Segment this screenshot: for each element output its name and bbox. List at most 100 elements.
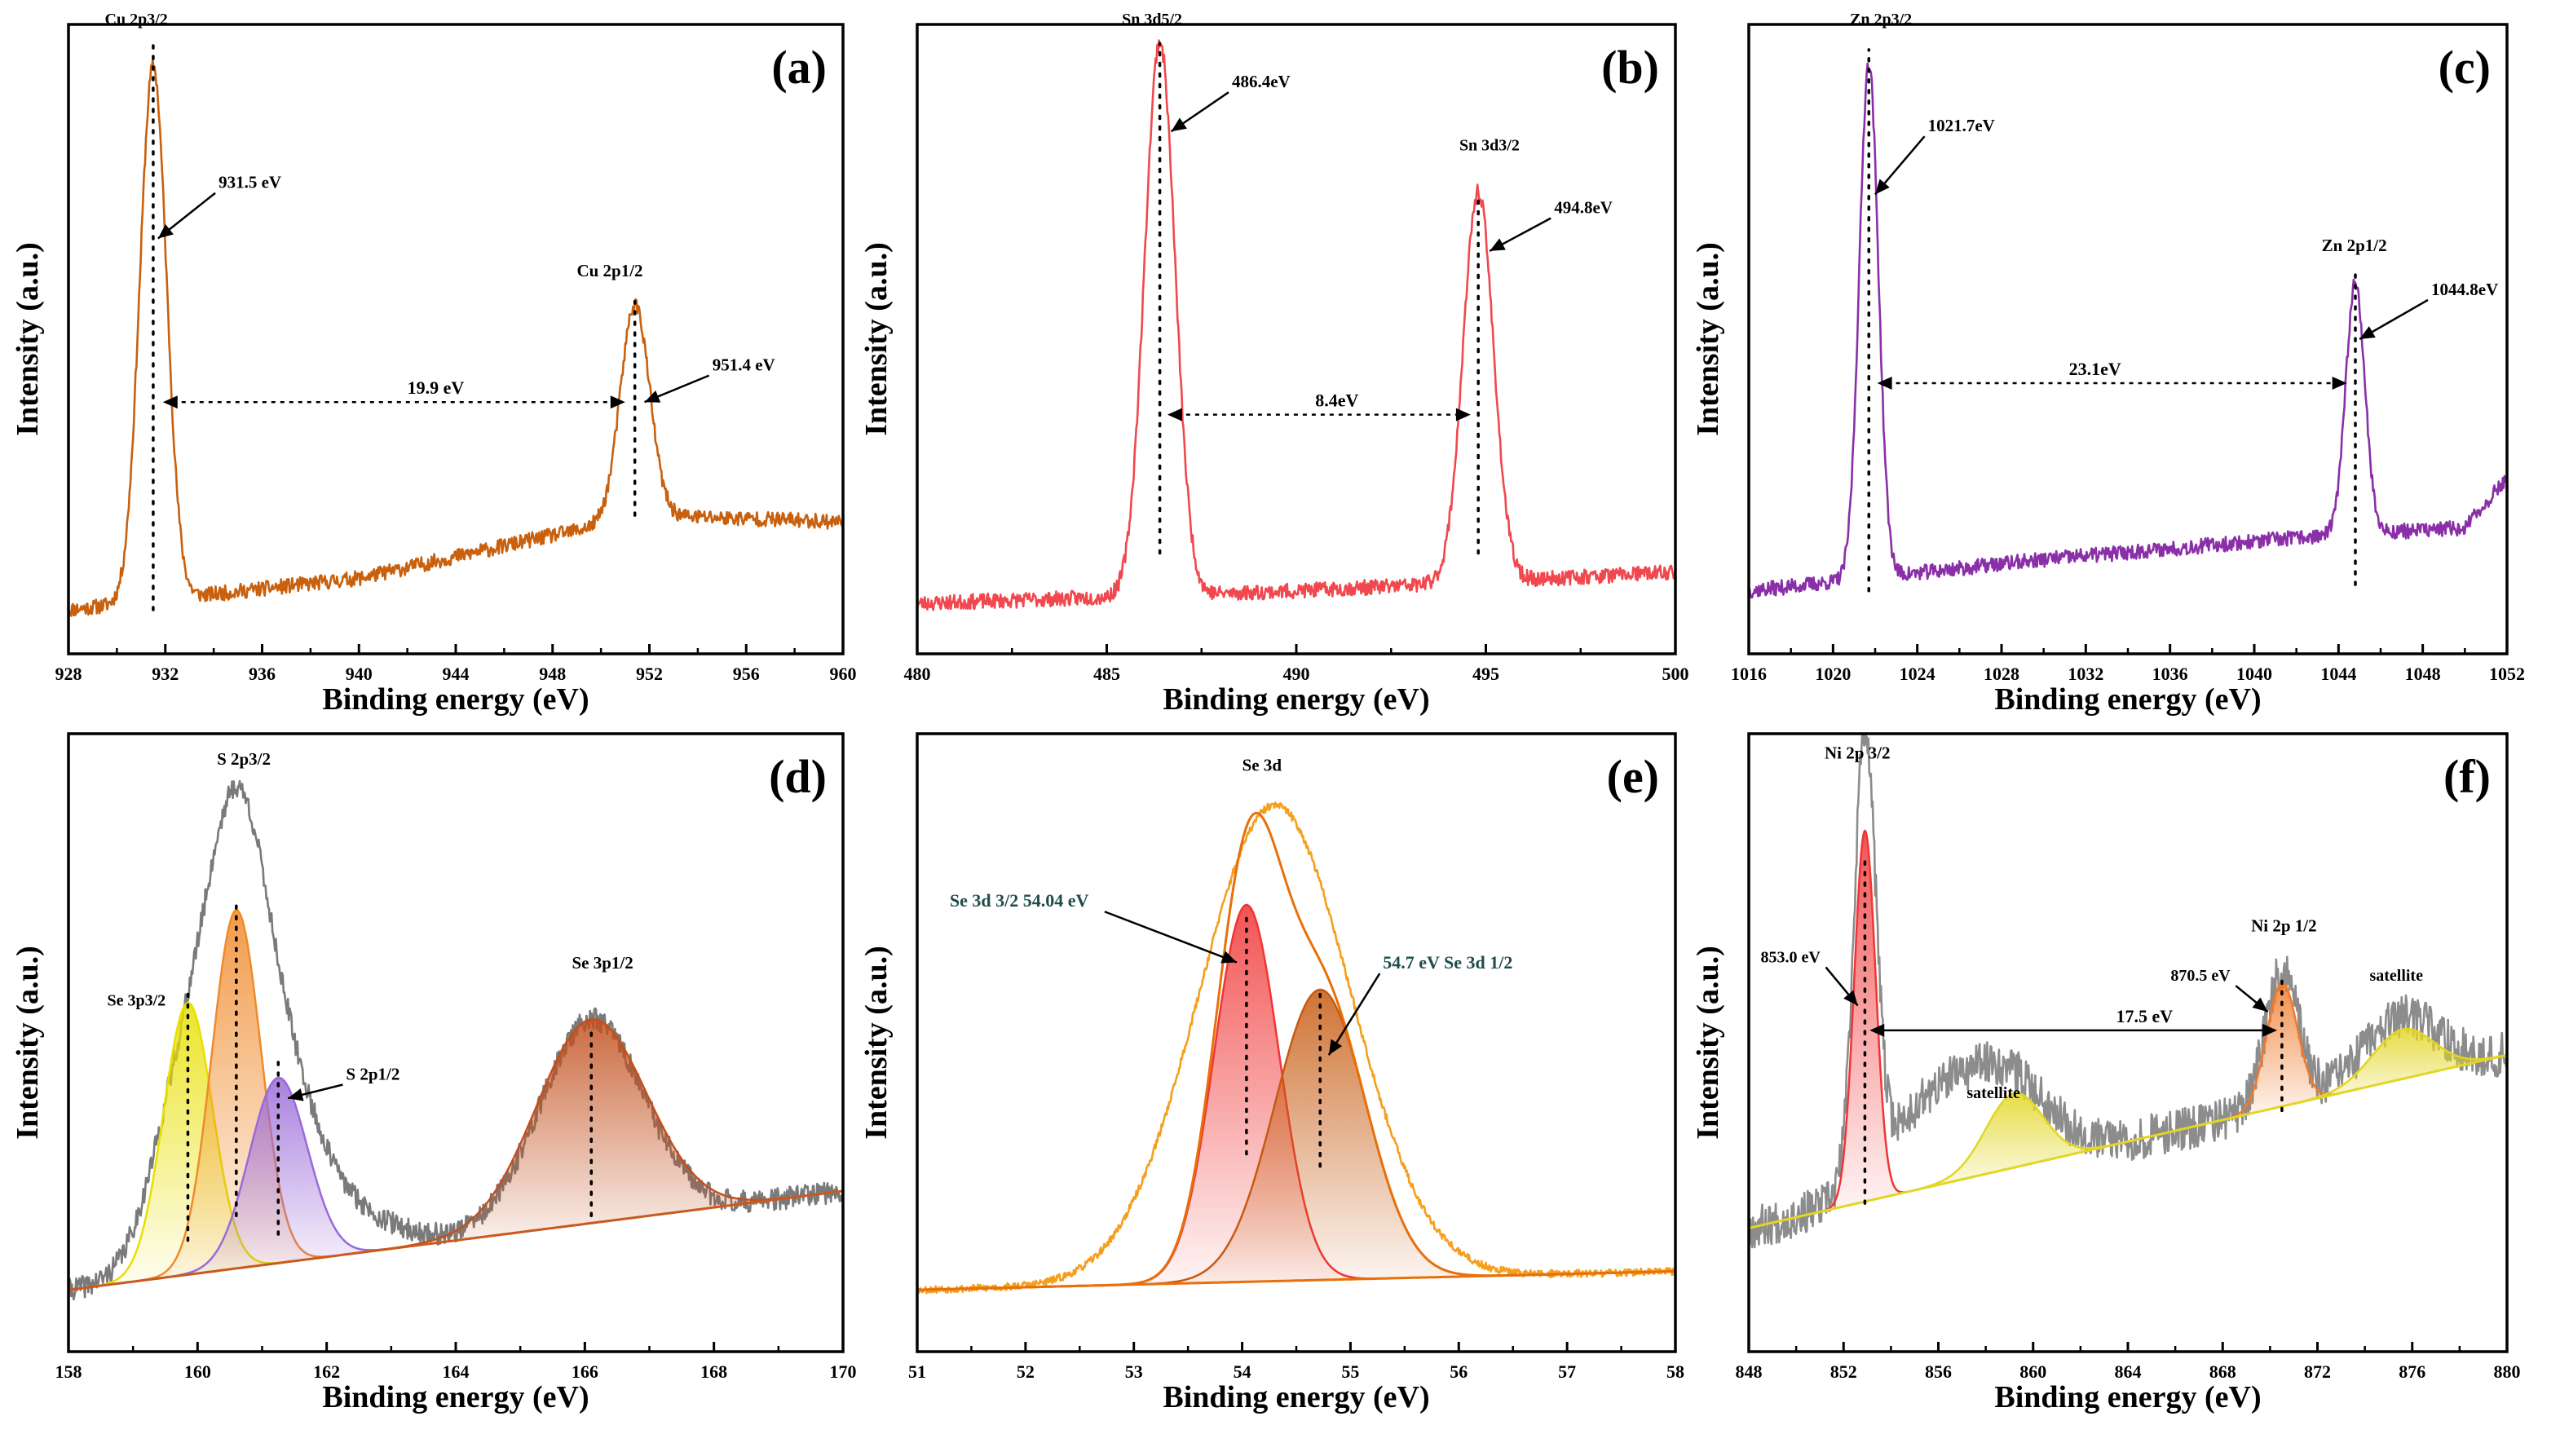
arrowhead — [2332, 377, 2347, 390]
arrowhead — [288, 1088, 304, 1101]
x-tick-label: 164 — [443, 1361, 470, 1382]
fit-curve-s-2p1-2 — [161, 1076, 395, 1279]
separation-label: 17.5 eV — [2116, 1006, 2173, 1026]
series-raw-data — [1749, 734, 2507, 1249]
x-tick-label: 170 — [830, 1361, 857, 1382]
peak-annotation: 870.5 eV — [2170, 967, 2231, 985]
x-axis-label: Binding energy (eV) — [1994, 682, 2261, 717]
arrowhead — [1455, 408, 1471, 421]
x-tick-label: 1032 — [2068, 664, 2103, 684]
peak-annotation: Se 3d 3/2 54.04 eV — [950, 890, 1089, 911]
arrowhead — [644, 390, 661, 403]
arrowhead — [2359, 326, 2376, 339]
fit-curve-se-3p1-2 — [371, 1017, 811, 1252]
x-axis-label: Binding energy (eV) — [1163, 1380, 1429, 1414]
fit-curve-ni-2p-3-2 — [1821, 829, 1908, 1212]
plot-area — [1749, 62, 2507, 599]
panel-label: (f) — [2443, 750, 2491, 803]
series-sn-3d-spectrum — [917, 39, 1675, 611]
series-cu-2p-spectrum — [68, 58, 843, 617]
x-tick-label: 1020 — [1815, 664, 1851, 684]
peak-annotation: 1021.7eV — [1928, 116, 1995, 135]
panel-d: S 2p3/2 Se 3p3/2 S 2p1/2 Se 3p1/2 158 160 162 1… — [11, 732, 857, 1414]
x-tick-label: 928 — [55, 664, 82, 684]
x-tick-label: 860 — [2019, 1361, 2046, 1382]
x-tick-label: 864 — [2115, 1361, 2142, 1382]
y-axis-label: Intensity (a.u.) — [1691, 242, 1725, 436]
x-axis-label: Binding energy (eV) — [322, 1380, 589, 1414]
arrowhead — [157, 224, 174, 239]
arrowhead — [610, 395, 625, 409]
fit-area-se-3d-1-2 — [1138, 989, 1503, 1285]
x-tick-label: 956 — [733, 664, 760, 684]
y-axis-label: Intensity (a.u.) — [11, 242, 45, 436]
y-axis-label: Intensity (a.u.) — [859, 946, 894, 1140]
plot-area — [68, 779, 843, 1301]
arrowhead — [2252, 997, 2268, 1013]
x-tick-label: 52 — [1017, 1361, 1035, 1382]
x-tick-label: 168 — [700, 1361, 727, 1382]
fit-curve-satellite-1 — [1900, 1092, 2129, 1195]
series-zn-2p-spectrum — [1749, 62, 2507, 599]
fit-area-satellite-2 — [2280, 1029, 2507, 1107]
x-tick-label: 932 — [152, 664, 179, 684]
peak-annotation: Sn 3d3/2 — [1459, 136, 1520, 154]
arrowhead — [1171, 117, 1187, 132]
x-tick-label: 495 — [1472, 664, 1499, 684]
fit-curve-satellite-2 — [2279, 1027, 2507, 1109]
peak-annotation: 486.4eV — [1232, 72, 1291, 91]
arrowhead — [1869, 1023, 1885, 1037]
x-axis-label: Binding energy (eV) — [322, 682, 589, 717]
series-background — [917, 1270, 1675, 1291]
plot-area — [68, 58, 843, 617]
annotation-arrow — [1327, 973, 1381, 1056]
peak-annotation: Zn 2p1/2 — [2322, 236, 2387, 255]
panel-e: Se 3d Se 3d 3/2 54.04 eV 54.7 eV Se 3d 1/2… — [859, 732, 1684, 1414]
x-tick-label: 162 — [313, 1361, 340, 1382]
arrowhead — [1875, 179, 1890, 195]
peak-annotation: 951.4 eV — [713, 355, 775, 375]
x-tick-label: 1052 — [2489, 664, 2525, 684]
arrowhead — [2262, 1023, 2278, 1037]
panel-label: (c) — [2439, 41, 2491, 94]
peak-annotation: Se 3d — [1242, 755, 1282, 774]
x-tick-label: 1040 — [2236, 664, 2272, 684]
peak-annotation: satellite — [2369, 967, 2423, 985]
peak-annotation: Se 3p1/2 — [572, 953, 633, 973]
x-tick-label: 1036 — [2152, 664, 2188, 684]
x-tick-label: 51 — [908, 1361, 926, 1382]
x-tick-label: 58 — [1666, 1361, 1684, 1382]
arrowhead — [1220, 951, 1237, 964]
peak-annotation: Ni 2p 1/2 — [2251, 916, 2317, 936]
separation-label: 8.4eV — [1315, 390, 1358, 411]
panel-label: (b) — [1601, 41, 1659, 94]
x-tick-label: 500 — [1662, 664, 1689, 684]
annotation-arrow — [1104, 911, 1238, 964]
arrowhead — [162, 395, 178, 409]
x-tick-label: 880 — [2494, 1361, 2521, 1382]
peak-annotation: satellite — [1966, 1084, 2020, 1102]
y-axis-label: Intensity (a.u.) — [859, 242, 894, 436]
x-tick-label: 944 — [443, 664, 470, 684]
x-tick-label: 948 — [539, 664, 566, 684]
peak-annotation: Ni 2p 3/2 — [1825, 743, 1891, 762]
panel-label: (e) — [1607, 750, 1659, 803]
x-tick-label: 57 — [1558, 1361, 1576, 1382]
y-axis-label: Intensity (a.u.) — [11, 946, 45, 1140]
x-tick-label: 490 — [1283, 664, 1310, 684]
panel-label: (d) — [769, 750, 827, 803]
peak-annotation: 54.7 eV Se 3d 1/2 — [1383, 952, 1512, 973]
x-tick-label: 872 — [2304, 1361, 2331, 1382]
axes-frame — [916, 23, 1677, 655]
y-axis-label: Intensity (a.u.) — [1691, 946, 1725, 1140]
x-axis-label: Binding energy (eV) — [1994, 1380, 2261, 1414]
peak-annotation: 494.8eV — [1554, 198, 1613, 218]
plot-area — [917, 801, 1675, 1295]
x-tick-label: 166 — [572, 1361, 598, 1382]
x-tick-label: 856 — [1925, 1361, 1952, 1382]
